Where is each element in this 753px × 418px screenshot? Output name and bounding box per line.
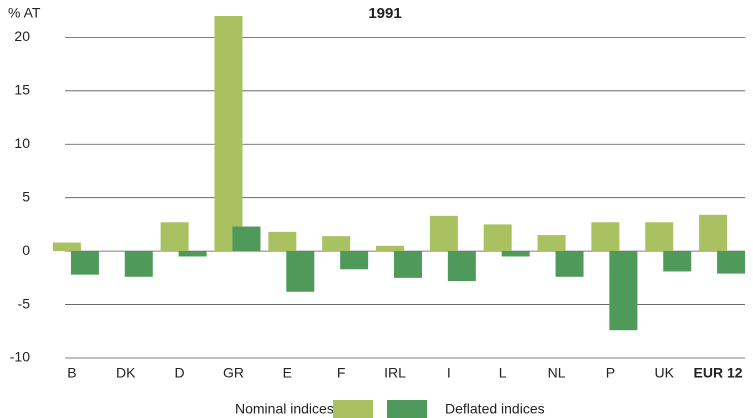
y-tick-label: 20 [14, 28, 30, 44]
x-tick-label: F [337, 365, 346, 381]
legend-swatch [387, 400, 427, 418]
y-tick-label: 15 [14, 82, 30, 98]
x-tick-label: UK [655, 365, 675, 381]
bar [394, 251, 422, 278]
bar [124, 251, 153, 277]
bar [537, 235, 566, 252]
y-tick-label: -10 [10, 349, 30, 365]
bar [286, 251, 315, 292]
bar [268, 231, 297, 252]
y-tick-label: 10 [14, 135, 30, 151]
y-tick-label: -5 [18, 295, 31, 311]
x-tick-label: I [447, 365, 451, 381]
legend-swatch [333, 400, 373, 418]
bar [555, 251, 584, 277]
legend-label: Deflated indices [445, 401, 545, 417]
bar [232, 226, 261, 252]
bar [663, 251, 692, 272]
bar [429, 215, 458, 252]
bar [322, 236, 351, 252]
bar [340, 251, 369, 270]
x-tick-label: DK [116, 365, 136, 381]
bar [178, 251, 207, 257]
x-tick-label: D [175, 365, 185, 381]
y-axis-label: % AT [8, 5, 41, 21]
bar [52, 242, 81, 252]
legend-label: Nominal indices [235, 401, 334, 417]
x-tick-label: P [606, 365, 615, 381]
bar [645, 222, 674, 252]
bar [376, 245, 404, 252]
x-tick-label: B [67, 365, 76, 381]
bar [501, 251, 530, 257]
x-tick-label: NL [548, 365, 566, 381]
bar [447, 251, 476, 282]
x-tick-label: EUR 12 [694, 365, 743, 381]
chart-title: 1991 [368, 5, 401, 22]
bar [699, 214, 728, 252]
x-tick-label: E [283, 365, 292, 381]
x-tick-label: IRL [384, 365, 406, 381]
x-tick-label: L [499, 365, 507, 381]
bar [591, 222, 620, 252]
y-tick-label: 5 [22, 188, 30, 204]
bar [717, 251, 746, 274]
bar [483, 224, 512, 252]
bar [214, 16, 243, 252]
bar [70, 251, 99, 275]
bar [609, 251, 638, 331]
bar [160, 222, 189, 252]
y-tick-label: 0 [22, 242, 30, 258]
x-tick-label: GR [223, 365, 244, 381]
